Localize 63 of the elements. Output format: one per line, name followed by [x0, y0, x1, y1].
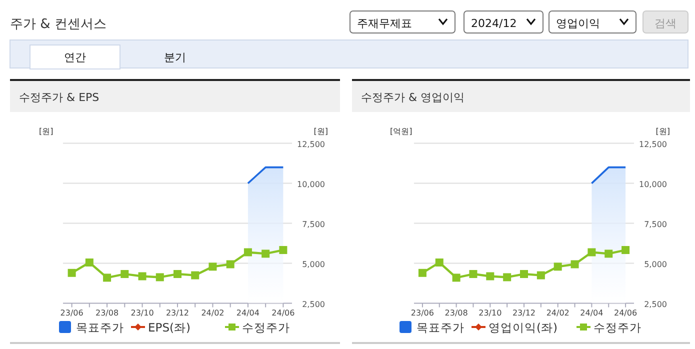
legend-label: 목표주가: [416, 320, 464, 334]
x-tick-label: 23/06: [60, 308, 84, 318]
point: [174, 270, 182, 278]
y2-tick-label: 2,500: [644, 300, 667, 309]
y2-tick-label: 5,000: [644, 260, 667, 269]
x-tick-label: 23/12: [166, 308, 190, 318]
point: [262, 250, 270, 258]
x-tick-label: 23/08: [444, 308, 468, 318]
x-tick-label: 24/02: [201, 308, 224, 318]
point: [244, 248, 252, 256]
point: [486, 272, 494, 280]
point: [588, 248, 596, 256]
point: [138, 272, 146, 280]
x-tick-label: 24/02: [546, 308, 570, 318]
x-tick-label: 24/06: [614, 308, 638, 318]
x-tick-label: 24/04: [580, 308, 604, 318]
chart-title: 수정주가 & 영업이익: [361, 91, 465, 104]
x-tick-label: 24/06: [272, 308, 295, 318]
y2-tick-label: 5,000: [302, 260, 325, 269]
point: [226, 260, 234, 268]
point: [435, 258, 444, 266]
point: [622, 246, 630, 254]
point: [156, 273, 164, 282]
x-tick-label: 23/12: [512, 308, 536, 318]
point: [191, 271, 200, 280]
point: [418, 268, 426, 277]
point: [503, 273, 512, 282]
point: [469, 270, 478, 278]
y2-tick-label: 7,500: [644, 220, 667, 229]
y-axis-title: [억원]: [390, 127, 412, 136]
legend-label: EPS(좌): [148, 320, 190, 334]
y2-axis-title: [원]: [656, 127, 670, 136]
chart-title: 수정주가 & EPS: [19, 91, 100, 104]
legend-label: 목표주가: [76, 320, 124, 334]
x-tick-label: 23/08: [96, 308, 119, 318]
point: [103, 274, 112, 282]
x-tick-label: 23/10: [130, 308, 154, 318]
page-header: 주가 & 컨센서스 주재무제표 2024/12 영업이익 검색 연간 분기: [10, 10, 688, 70]
x-tick-label: 24/04: [236, 308, 260, 318]
x-tick-label: 23/06: [410, 308, 434, 318]
point: [604, 250, 613, 258]
y2-tick-label: 7,500: [302, 220, 325, 229]
point: [279, 246, 288, 254]
legend-label: 수정주가: [594, 320, 642, 334]
legend-label: 영업이익(좌): [488, 320, 558, 334]
point: [536, 271, 545, 280]
x-tick-label: 23/10: [478, 308, 502, 318]
point: [208, 262, 217, 271]
point: [452, 274, 460, 282]
y2-axis-title: [원]: [314, 127, 328, 136]
legend-label: 수정주가: [242, 320, 290, 334]
point: [120, 270, 129, 278]
y2-tick-label: 2,500: [302, 300, 325, 309]
y2-tick-label: 12,500: [639, 140, 667, 149]
point: [520, 270, 528, 278]
y-axis-title: [원]: [39, 127, 54, 136]
y2-tick-label: 12,500: [297, 140, 325, 149]
point: [68, 268, 76, 277]
point: [570, 260, 579, 268]
point: [85, 258, 94, 266]
y2-tick-label: 10,000: [639, 180, 667, 189]
y2-tick-label: 10,000: [297, 180, 325, 189]
point: [554, 262, 562, 271]
